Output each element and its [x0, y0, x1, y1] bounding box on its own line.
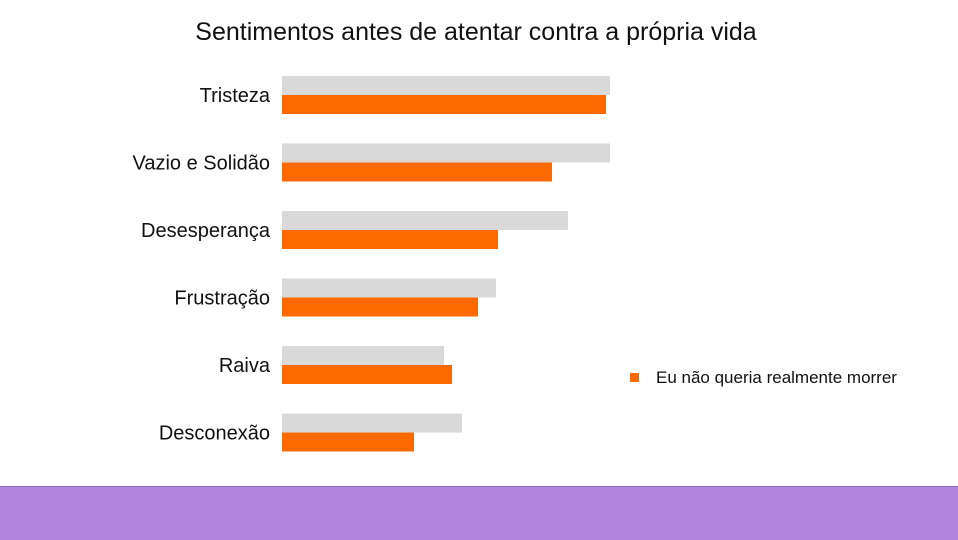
bars-group	[282, 76, 610, 452]
footer-band	[0, 486, 958, 540]
bar-desconexao-series-2	[282, 432, 414, 452]
bar-vazio-e-solidao-series-2	[282, 162, 552, 182]
bar-tristeza-series-1	[282, 76, 610, 95]
legend-label: Eu não queria realmente morrer	[656, 368, 897, 387]
category-label-tristeza: Tristeza	[200, 85, 271, 107]
bar-frustracao-series-1	[282, 278, 496, 298]
legend-swatch	[630, 373, 639, 382]
bar-tristeza-series-2	[282, 95, 606, 114]
category-label-desesperanca: Desesperança	[141, 220, 271, 242]
bar-vazio-e-solidao-series-1	[282, 143, 610, 163]
category-label-desconexao: Desconexão	[159, 423, 270, 445]
bar-desconexao-series-1	[282, 413, 462, 433]
bar-frustracao-series-2	[282, 297, 478, 317]
chart-title: Sentimentos antes de atentar contra a pr…	[195, 18, 757, 46]
category-labels-group: Tristeza Vazio e Solidão Desesperança Frust…	[133, 85, 271, 445]
bar-desesperanca-series-2	[282, 230, 498, 249]
legend: Eu não queria realmente morrer	[630, 368, 897, 387]
bar-raiva-series-2	[282, 365, 452, 384]
category-label-vazio-e-solidao: Vazio e Solidão	[133, 153, 271, 175]
bar-desesperanca-series-1	[282, 211, 568, 230]
bar-raiva-series-1	[282, 346, 444, 365]
category-label-frustracao: Frustração	[174, 288, 270, 310]
category-label-raiva: Raiva	[219, 355, 271, 377]
